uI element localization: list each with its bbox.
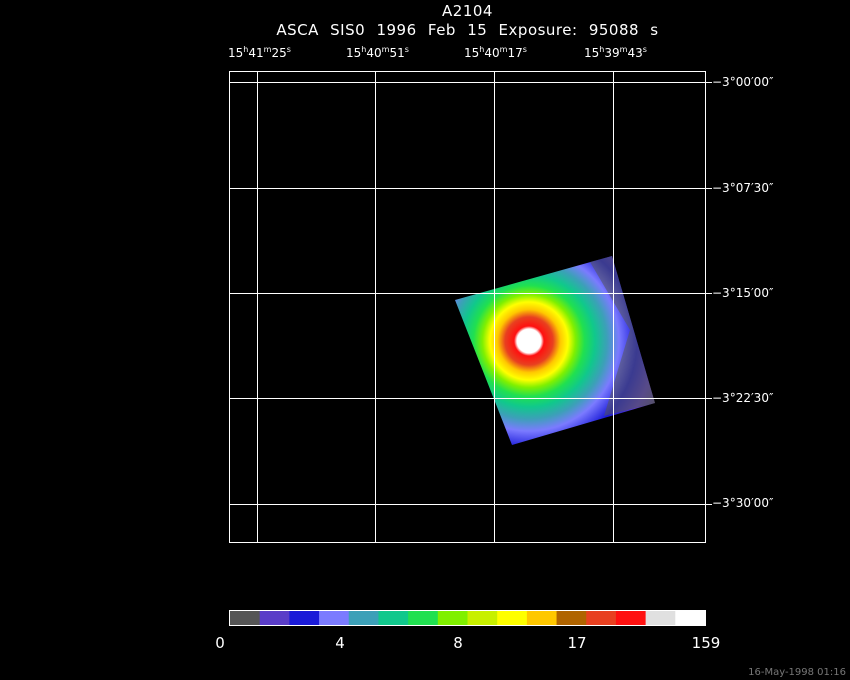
colorbar-swatch [645,611,676,625]
colorbar-swatch [675,611,706,625]
dec-label: −3°07′30″ [712,181,774,195]
dec-ticks [705,82,712,505]
ra-label: 15h41m25s [228,45,291,60]
colorbar-swatch [408,611,439,625]
colorbar-label: 8 [453,634,463,652]
colorbar-swatch [497,611,528,625]
ra-label: 15h40m51s [346,45,409,60]
dec-label: −3°22′30″ [712,391,774,405]
colorbar-label: 4 [335,634,345,652]
colorbar-swatch [437,611,468,625]
dec-label: −3°30′00″ [712,496,774,510]
ra-label: 15h40m17s [464,45,527,60]
colorbar-label: 17 [567,634,587,652]
colorbar-label: 159 [691,634,721,652]
plot-subtitle: ASCA SIS0 1996 Feb 15 Exposure: 95088 s [276,21,659,39]
colorbar-swatch [586,611,617,625]
colorbar-swatch [230,611,261,625]
colorbar-swatch [319,611,350,625]
colorbar-swatch [556,611,587,625]
xray-image [455,256,655,445]
timestamp: 16-May-1998 01:16 [748,667,846,678]
dec-label: −3°15′00″ [712,286,774,300]
colorbar-frame [229,610,706,626]
grid-horizontal [229,82,705,505]
image-noise-edge [590,256,655,416]
dec-label: −3°00′00″ [712,75,774,89]
colorbar-swatch [378,611,409,625]
colorbar-swatch [526,611,558,625]
ra-label: 15h39m43s [584,45,647,60]
colorbar [230,611,706,625]
colorbar-swatch [289,611,320,625]
colorbar-swatch [259,611,290,625]
colorbar-swatch [615,611,647,625]
grid-vertical [257,71,614,542]
plot-title: A2104 [442,2,493,20]
colorbar-label: 0 [215,634,225,652]
plot-frame [229,71,706,543]
colorbar-swatch [467,611,498,625]
colorbar-swatch [348,611,379,625]
